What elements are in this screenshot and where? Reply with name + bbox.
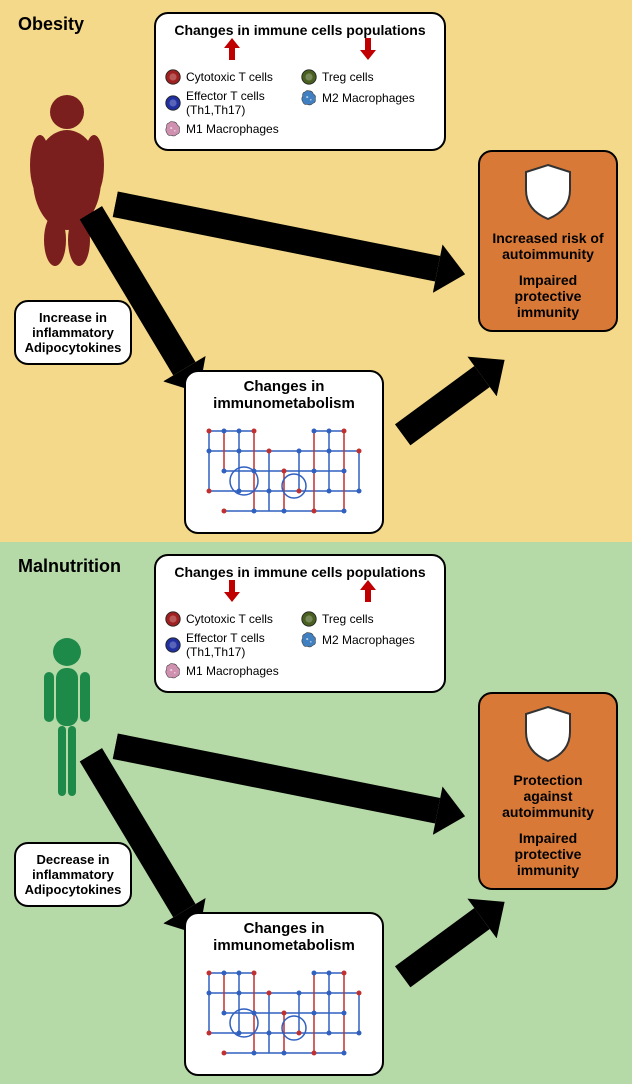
cell-label: Cytotoxic T cells (186, 612, 273, 626)
cell-item: Cytotoxic T cells (164, 610, 300, 628)
immune-box-title: Changes in immune cells populations (164, 22, 436, 38)
cell-item: Cytotoxic T cells (164, 68, 300, 86)
cell-item: M1 Macrophages (164, 662, 300, 680)
cell-item: M2 Macrophages (300, 89, 436, 107)
panel-top: Obesity Changes in immune cells populati… (0, 0, 632, 542)
red-arrow-icon (300, 38, 436, 65)
panel-bottom: Malnutrition Changes in immune cells pop… (0, 542, 632, 1084)
metab-title: Changes in immunometabolism (192, 920, 376, 954)
cell-item: Effector T cells (Th1,Th17) (164, 631, 300, 659)
cell-label: Cytotoxic T cells (186, 70, 273, 84)
cell-label: Effector T cells (Th1,Th17) (186, 631, 300, 659)
network-icon (192, 958, 376, 1068)
outcome-text: Impaired protective immunity (490, 830, 606, 878)
cell-item: M2 Macrophages (300, 631, 436, 649)
outcome-text: Increased risk of autoimmunity (490, 230, 606, 262)
cell-item: Effector T cells (Th1,Th17) (164, 89, 300, 117)
immune-box-title: Changes in immune cells populations (164, 564, 436, 580)
red-arrow-icon (300, 580, 436, 607)
cell-item: Treg cells (300, 610, 436, 628)
adipocytokines-box: Decrease in inflammatory Adipocytokines (14, 842, 132, 907)
shield-icon (490, 704, 606, 764)
adipocytokines-box: Increase in inflammatory Adipocytokines (14, 300, 132, 365)
cell-item: Treg cells (300, 68, 436, 86)
outcome-text: Impaired protective immunity (490, 272, 606, 320)
shield-icon (490, 162, 606, 222)
red-arrow-icon (164, 38, 300, 65)
cell-label: M1 Macrophages (186, 664, 279, 678)
outcome-text: Protection against autoimmunity (490, 772, 606, 820)
immunometabolism-box: Changes in immunometabolism (184, 370, 384, 534)
immunometabolism-box: Changes in immunometabolism (184, 912, 384, 1076)
immune-cells-box: Changes in immune cells populations Cyto… (154, 554, 446, 693)
metab-title: Changes in immunometabolism (192, 378, 376, 412)
cell-label: Treg cells (322, 70, 374, 84)
cell-label: M2 Macrophages (322, 91, 415, 105)
cell-label: Effector T cells (Th1,Th17) (186, 89, 300, 117)
outcome-box: Increased risk of autoimmunity Impaired … (478, 150, 618, 332)
cell-label: M2 Macrophages (322, 633, 415, 647)
red-arrow-icon (164, 580, 300, 607)
immune-cells-box: Changes in immune cells populations Cyto… (154, 12, 446, 151)
outcome-box: Protection against autoimmunity Impaired… (478, 692, 618, 890)
panel-title: Malnutrition (18, 556, 121, 577)
cell-item: M1 Macrophages (164, 120, 300, 138)
panel-title: Obesity (18, 14, 84, 35)
network-icon (192, 416, 376, 526)
cell-label: M1 Macrophages (186, 122, 279, 136)
cell-label: Treg cells (322, 612, 374, 626)
